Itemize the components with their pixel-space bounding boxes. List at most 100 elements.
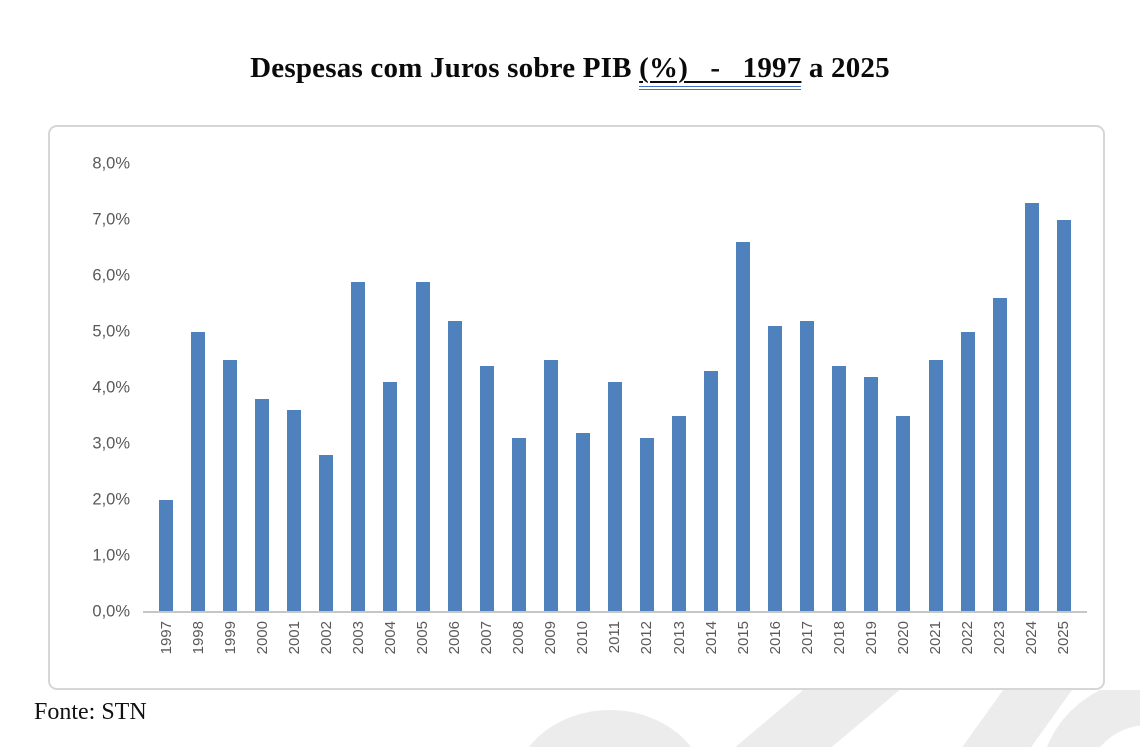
bar-slot <box>150 500 182 612</box>
x-tick-label: 2004 <box>381 621 399 655</box>
bar-slot <box>599 382 631 612</box>
x-tick-label: 2001 <box>285 621 303 655</box>
x-tick-slot: 2022 <box>952 621 984 685</box>
x-tick-label: 2014 <box>702 621 720 655</box>
y-tick-label: 5,0% <box>92 322 130 341</box>
x-tick-slot: 2005 <box>407 621 439 685</box>
y-tick-label: 8,0% <box>92 154 130 173</box>
bar-slot <box>246 399 278 612</box>
x-tick-slot: 2011 <box>599 621 631 685</box>
y-tick-label: 1,0% <box>92 546 130 565</box>
source-note: Fonte: STN <box>34 699 147 725</box>
bar-slot <box>278 410 310 612</box>
bar-slot <box>1016 203 1048 612</box>
bar-1998 <box>191 332 206 612</box>
x-axis-labels: 1997 1998 1999 2000 2001 2002 2003 2004 2005 2006… <box>150 621 1080 685</box>
y-axis: 0,0% 1,0% 2,0% 3,0% 4,0% 5,0% 6,0% 7,0% 8,0% <box>50 127 136 692</box>
x-tick-slot: 2016 <box>759 621 791 685</box>
bar-slot <box>342 281 374 612</box>
x-tick-label: 2023 <box>991 621 1009 655</box>
x-tick-slot: 2015 <box>727 621 759 685</box>
bar-2023 <box>992 298 1007 612</box>
x-tick-slot: 2014 <box>695 621 727 685</box>
chart-title: Despesas com Juros sobre PIB (%) - 1997 … <box>0 52 1140 90</box>
x-tick-label: 2018 <box>830 621 848 655</box>
x-tick-label: 2005 <box>414 621 432 655</box>
bar-2012 <box>639 438 654 612</box>
bar-2022 <box>960 332 975 612</box>
x-tick-slot: 2007 <box>471 621 503 685</box>
bar-slot <box>1048 220 1080 612</box>
x-tick-label: 1997 <box>157 621 175 655</box>
x-axis-line <box>143 611 1087 613</box>
x-tick-slot: 2009 <box>535 621 567 685</box>
bar-2013 <box>672 416 687 612</box>
x-tick-label: 2006 <box>446 621 464 655</box>
x-tick-slot: 2000 <box>246 621 278 685</box>
bar-2025 <box>1056 220 1071 612</box>
x-tick-slot: 2012 <box>631 621 663 685</box>
x-tick-label: 2000 <box>253 621 271 655</box>
x-tick-slot: 2013 <box>663 621 695 685</box>
bar-1997 <box>159 500 174 612</box>
plot-area <box>150 164 1080 612</box>
x-tick-label: 2012 <box>638 621 656 655</box>
x-tick-label: 2024 <box>1023 621 1041 655</box>
bar-2020 <box>896 416 911 612</box>
bar-slot <box>727 242 759 612</box>
chart-title-underlined-segment: (%) - 1997 <box>639 52 802 90</box>
x-tick-slot: 2020 <box>887 621 919 685</box>
bar-slot <box>855 376 887 612</box>
bar-slot <box>439 320 471 612</box>
x-tick-slot: 2006 <box>439 621 471 685</box>
x-tick-slot: 1997 <box>150 621 182 685</box>
bar-slot <box>567 432 599 612</box>
bar-slot <box>310 455 342 612</box>
bar-2003 <box>351 281 366 612</box>
x-tick-slot: 1999 <box>214 621 246 685</box>
bar-2011 <box>607 382 622 612</box>
x-tick-label: 2022 <box>959 621 977 655</box>
x-tick-slot: 2019 <box>855 621 887 685</box>
y-tick-label: 7,0% <box>92 210 130 229</box>
bar-2014 <box>704 371 719 612</box>
bar-2021 <box>928 360 943 612</box>
bar-2024 <box>1024 203 1039 612</box>
bar-slot <box>887 416 919 612</box>
chart-frame: 0,0% 1,0% 2,0% 3,0% 4,0% 5,0% 6,0% 7,0% 8,0% 199… <box>48 125 1105 690</box>
bar-slot <box>791 320 823 612</box>
x-tick-label: 2002 <box>317 621 335 655</box>
x-tick-label: 2010 <box>574 621 592 655</box>
x-tick-label: 2007 <box>478 621 496 655</box>
bar-2016 <box>768 326 783 612</box>
x-tick-slot: 2018 <box>823 621 855 685</box>
x-tick-label: 1998 <box>189 621 207 655</box>
x-tick-label: 2020 <box>894 621 912 655</box>
bar-2001 <box>287 410 302 612</box>
x-tick-slot: 2025 <box>1048 621 1080 685</box>
bar-slot <box>663 416 695 612</box>
x-tick-label: 2017 <box>798 621 816 655</box>
bar-slot <box>182 332 214 612</box>
x-tick-label: 1999 <box>221 621 239 655</box>
x-tick-slot: 1998 <box>182 621 214 685</box>
bar-2007 <box>479 365 494 612</box>
bar-slot <box>759 326 791 612</box>
bar-2000 <box>255 399 270 612</box>
bar-slot <box>535 360 567 612</box>
x-tick-slot: 2008 <box>503 621 535 685</box>
bar-slot <box>823 365 855 612</box>
x-tick-slot: 2024 <box>1016 621 1048 685</box>
y-tick-label: 2,0% <box>92 490 130 509</box>
x-tick-label: 2008 <box>510 621 528 655</box>
x-tick-slot: 2004 <box>374 621 406 685</box>
x-tick-label: 2015 <box>734 621 752 655</box>
x-tick-slot: 2021 <box>920 621 952 685</box>
x-tick-slot: 2002 <box>310 621 342 685</box>
chart-title-prefix: Despesas com Juros sobre PIB <box>250 52 640 84</box>
bar-slot <box>503 438 535 612</box>
bar-slot <box>695 371 727 612</box>
bar-2010 <box>575 432 590 612</box>
bar-slot <box>920 360 952 612</box>
